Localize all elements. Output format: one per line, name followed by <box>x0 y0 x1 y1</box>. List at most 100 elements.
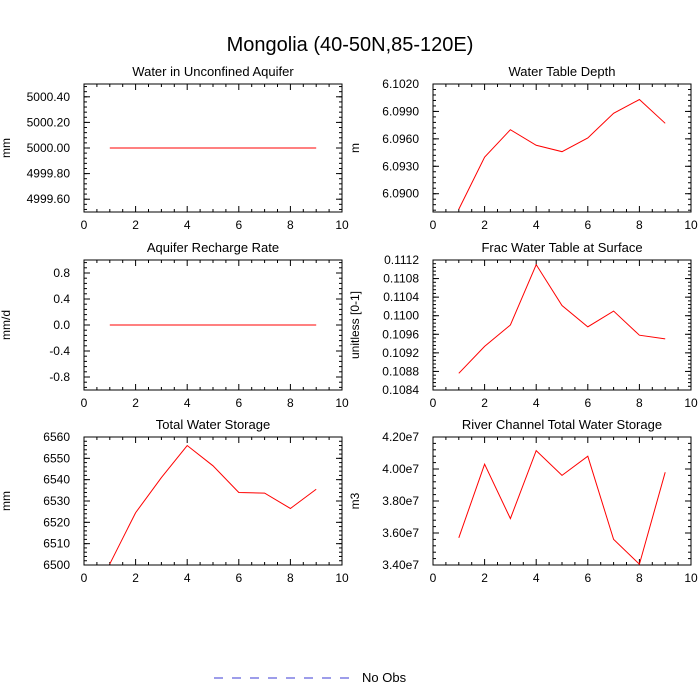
panel-1-y-tick-label: 5000.00 <box>27 141 71 155</box>
panel-1-x-tick-label: 4 <box>184 218 191 232</box>
panel-2-x-tick-label: 10 <box>684 218 698 232</box>
panel-5-x-tick-label: 2 <box>132 571 139 585</box>
panel-5-y-tick-label: 6500 <box>43 558 70 572</box>
panel-6-x-tick-label: 10 <box>684 571 698 585</box>
panel-4-x-tick-label: 2 <box>481 396 488 410</box>
panel-5-y-tick-label: 6550 <box>43 451 70 465</box>
panel-1-x-tick-label: 8 <box>287 218 294 232</box>
panel-1-x-tick-label: 0 <box>81 218 88 232</box>
panel-6-series-line-1850-123lndbugfix <box>458 449 666 566</box>
panel-2-x-tick-label: 2 <box>481 218 488 232</box>
panel-2-y-axis-label: m <box>348 143 362 153</box>
panel-4-y-tick-label: 0.1092 <box>382 346 419 360</box>
panel-6-river-channel-total-water-storage: River Channel Total Water Storage m3 0 2 4 6 8… <box>348 417 698 585</box>
panel-5-series-line-1850-123lndbugfix <box>109 444 317 565</box>
panel-1-y-tick-label: 4999.80 <box>27 167 71 181</box>
panel-6-y-tick-label: 3.80e7 <box>382 494 419 508</box>
panel-1-water-in-unconfined-aquifer: Water in Unconfined Aquifer mm 0 2 4 6 8 10 4999… <box>0 64 349 232</box>
panel-3-title: Aquifer Recharge Rate <box>147 240 279 255</box>
panel-3-y-tick-label: -0.4 <box>49 344 70 358</box>
panel-6-y-tick-label: 4.00e7 <box>382 462 419 476</box>
panel-3-x-tick-label: 2 <box>132 396 139 410</box>
panel-2-title: Water Table Depth <box>509 64 616 79</box>
panel-5-x-tick-label: 0 <box>81 571 88 585</box>
panel-2-x-tick-label: 8 <box>636 218 643 232</box>
panel-6-y-tick-label: 3.60e7 <box>382 526 419 540</box>
panel-1-x-tick-label: 10 <box>335 218 349 232</box>
panel-3-y-tick-label: -0.8 <box>49 370 70 384</box>
panel-5-y-tick-label: 6520 <box>43 515 70 529</box>
panel-6-y-axis-label: m3 <box>348 492 362 509</box>
panel-4-y-tick-label: 0.1084 <box>382 383 419 397</box>
panel-2-y-tick-label: 6.0960 <box>382 132 419 146</box>
panel-3-x-tick-label: 0 <box>81 396 88 410</box>
panel-4-x-tick-label: 8 <box>636 396 643 410</box>
panel-1-x-tick-label: 2 <box>132 218 139 232</box>
panel-4-frac-water-table-at-surface: Frac Water Table at Surface unitless [0-1… <box>348 240 698 410</box>
panel-1-y-tick-label: 5000.40 <box>27 90 71 104</box>
panel-5-y-tick-label: 6540 <box>43 473 70 487</box>
panel-4-x-tick-label: 4 <box>533 396 540 410</box>
panel-2-y-tick-label: 6.0900 <box>382 187 419 201</box>
panel-3-y-tick-label: 0.4 <box>53 292 70 306</box>
panel-6-x-tick-label: 2 <box>481 571 488 585</box>
panel-4-y-tick-label: 0.1100 <box>383 309 419 323</box>
legend: No Obs 1850_123lndbugfix <box>214 670 407 685</box>
panel-2-y-tick-label: 6.0990 <box>382 104 419 118</box>
panel-4-y-tick-label: 0.1112 <box>384 253 419 267</box>
panel-1-y-tick-label: 5000.20 <box>27 115 71 129</box>
panel-5-x-tick-label: 8 <box>287 571 294 585</box>
panel-5-x-tick-label: 4 <box>184 571 191 585</box>
panel-5-title: Total Water Storage <box>156 417 270 432</box>
panel-4-plot-frame <box>432 259 692 391</box>
panel-3-x-tick-label: 8 <box>287 396 294 410</box>
panel-2-x-tick-label: 6 <box>584 218 591 232</box>
panel-6-x-tick-label: 8 <box>636 571 643 585</box>
panel-5-total-water-storage: Total Water Storage mm 0 2 4 6 8 10 6500 6510 6520… <box>0 417 349 585</box>
panel-3-x-tick-label: 10 <box>335 396 349 410</box>
panel-4-x-tick-label: 0 <box>430 396 437 410</box>
legend-label-no-obs: No Obs <box>362 670 407 685</box>
panel-5-plot-frame <box>83 436 343 566</box>
panel-3-y-axis-label: mm/d <box>0 310 13 340</box>
panel-6-x-tick-label: 0 <box>430 571 437 585</box>
panel-5-x-tick-label: 6 <box>235 571 242 585</box>
panel-3-x-tick-label: 6 <box>235 396 242 410</box>
panel-2-x-tick-label: 0 <box>430 218 437 232</box>
panel-3-y-tick-label: 0.8 <box>53 266 70 280</box>
panel-5-x-tick-label: 10 <box>335 571 349 585</box>
panel-1-x-tick-label: 6 <box>235 218 242 232</box>
panel-6-y-tick-label: 3.40e7 <box>382 558 419 572</box>
panel-5-y-tick-label: 6510 <box>43 537 70 551</box>
chart-panels: Water in Unconfined Aquifer mm 0 2 4 6 8 10 4999… <box>0 64 698 585</box>
panel-2-series-line-1850-123lndbugfix <box>458 98 666 210</box>
panel-4-x-tick-label: 6 <box>584 396 591 410</box>
panel-2-y-tick-label: 6.0930 <box>382 159 419 173</box>
panel-2-water-table-depth: Water Table Depth m 0 2 4 6 8 10 6.0900 6.0930 6.0… <box>348 64 698 232</box>
panel-4-y-tick-label: 0.1104 <box>383 290 419 304</box>
panel-2-plot-frame <box>432 83 692 213</box>
panel-4-series-line-1850-123lndbugfix <box>458 263 666 374</box>
panel-3-x-tick-label: 4 <box>184 396 191 410</box>
panel-4-y-tick-label: 0.1096 <box>382 327 419 341</box>
panel-2-x-tick-label: 4 <box>533 218 540 232</box>
panel-4-x-tick-label: 10 <box>684 396 698 410</box>
panel-6-title: River Channel Total Water Storage <box>462 417 662 432</box>
panel-4-y-tick-label: 0.1108 <box>383 272 419 286</box>
panel-4-y-axis-label: unitless [0-1] <box>348 291 362 359</box>
panel-6-x-tick-label: 4 <box>533 571 540 585</box>
panel-1-y-axis-label: mm <box>0 138 13 158</box>
figure-title: Mongolia (40-50N,85-120E) <box>227 34 474 56</box>
panel-5-y-tick-label: 6560 <box>43 430 70 444</box>
panel-4-y-tick-label: 0.1088 <box>382 364 419 378</box>
panel-1-y-tick-label: 4999.60 <box>27 192 71 206</box>
panel-3-aquifer-recharge-rate: Aquifer Recharge Rate mm/d 0 2 4 6 8 10 -0.8 -0.4… <box>0 240 349 410</box>
panel-6-y-tick-label: 4.20e7 <box>382 430 419 444</box>
panel-3-y-tick-label: 0.0 <box>53 318 70 332</box>
panel-5-y-tick-label: 6530 <box>43 494 70 508</box>
panel-4-title: Frac Water Table at Surface <box>481 240 642 255</box>
panel-5-y-axis-label: mm <box>0 491 13 511</box>
panel-1-title: Water in Unconfined Aquifer <box>132 64 294 79</box>
panel-2-y-tick-label: 6.1020 <box>382 77 419 91</box>
